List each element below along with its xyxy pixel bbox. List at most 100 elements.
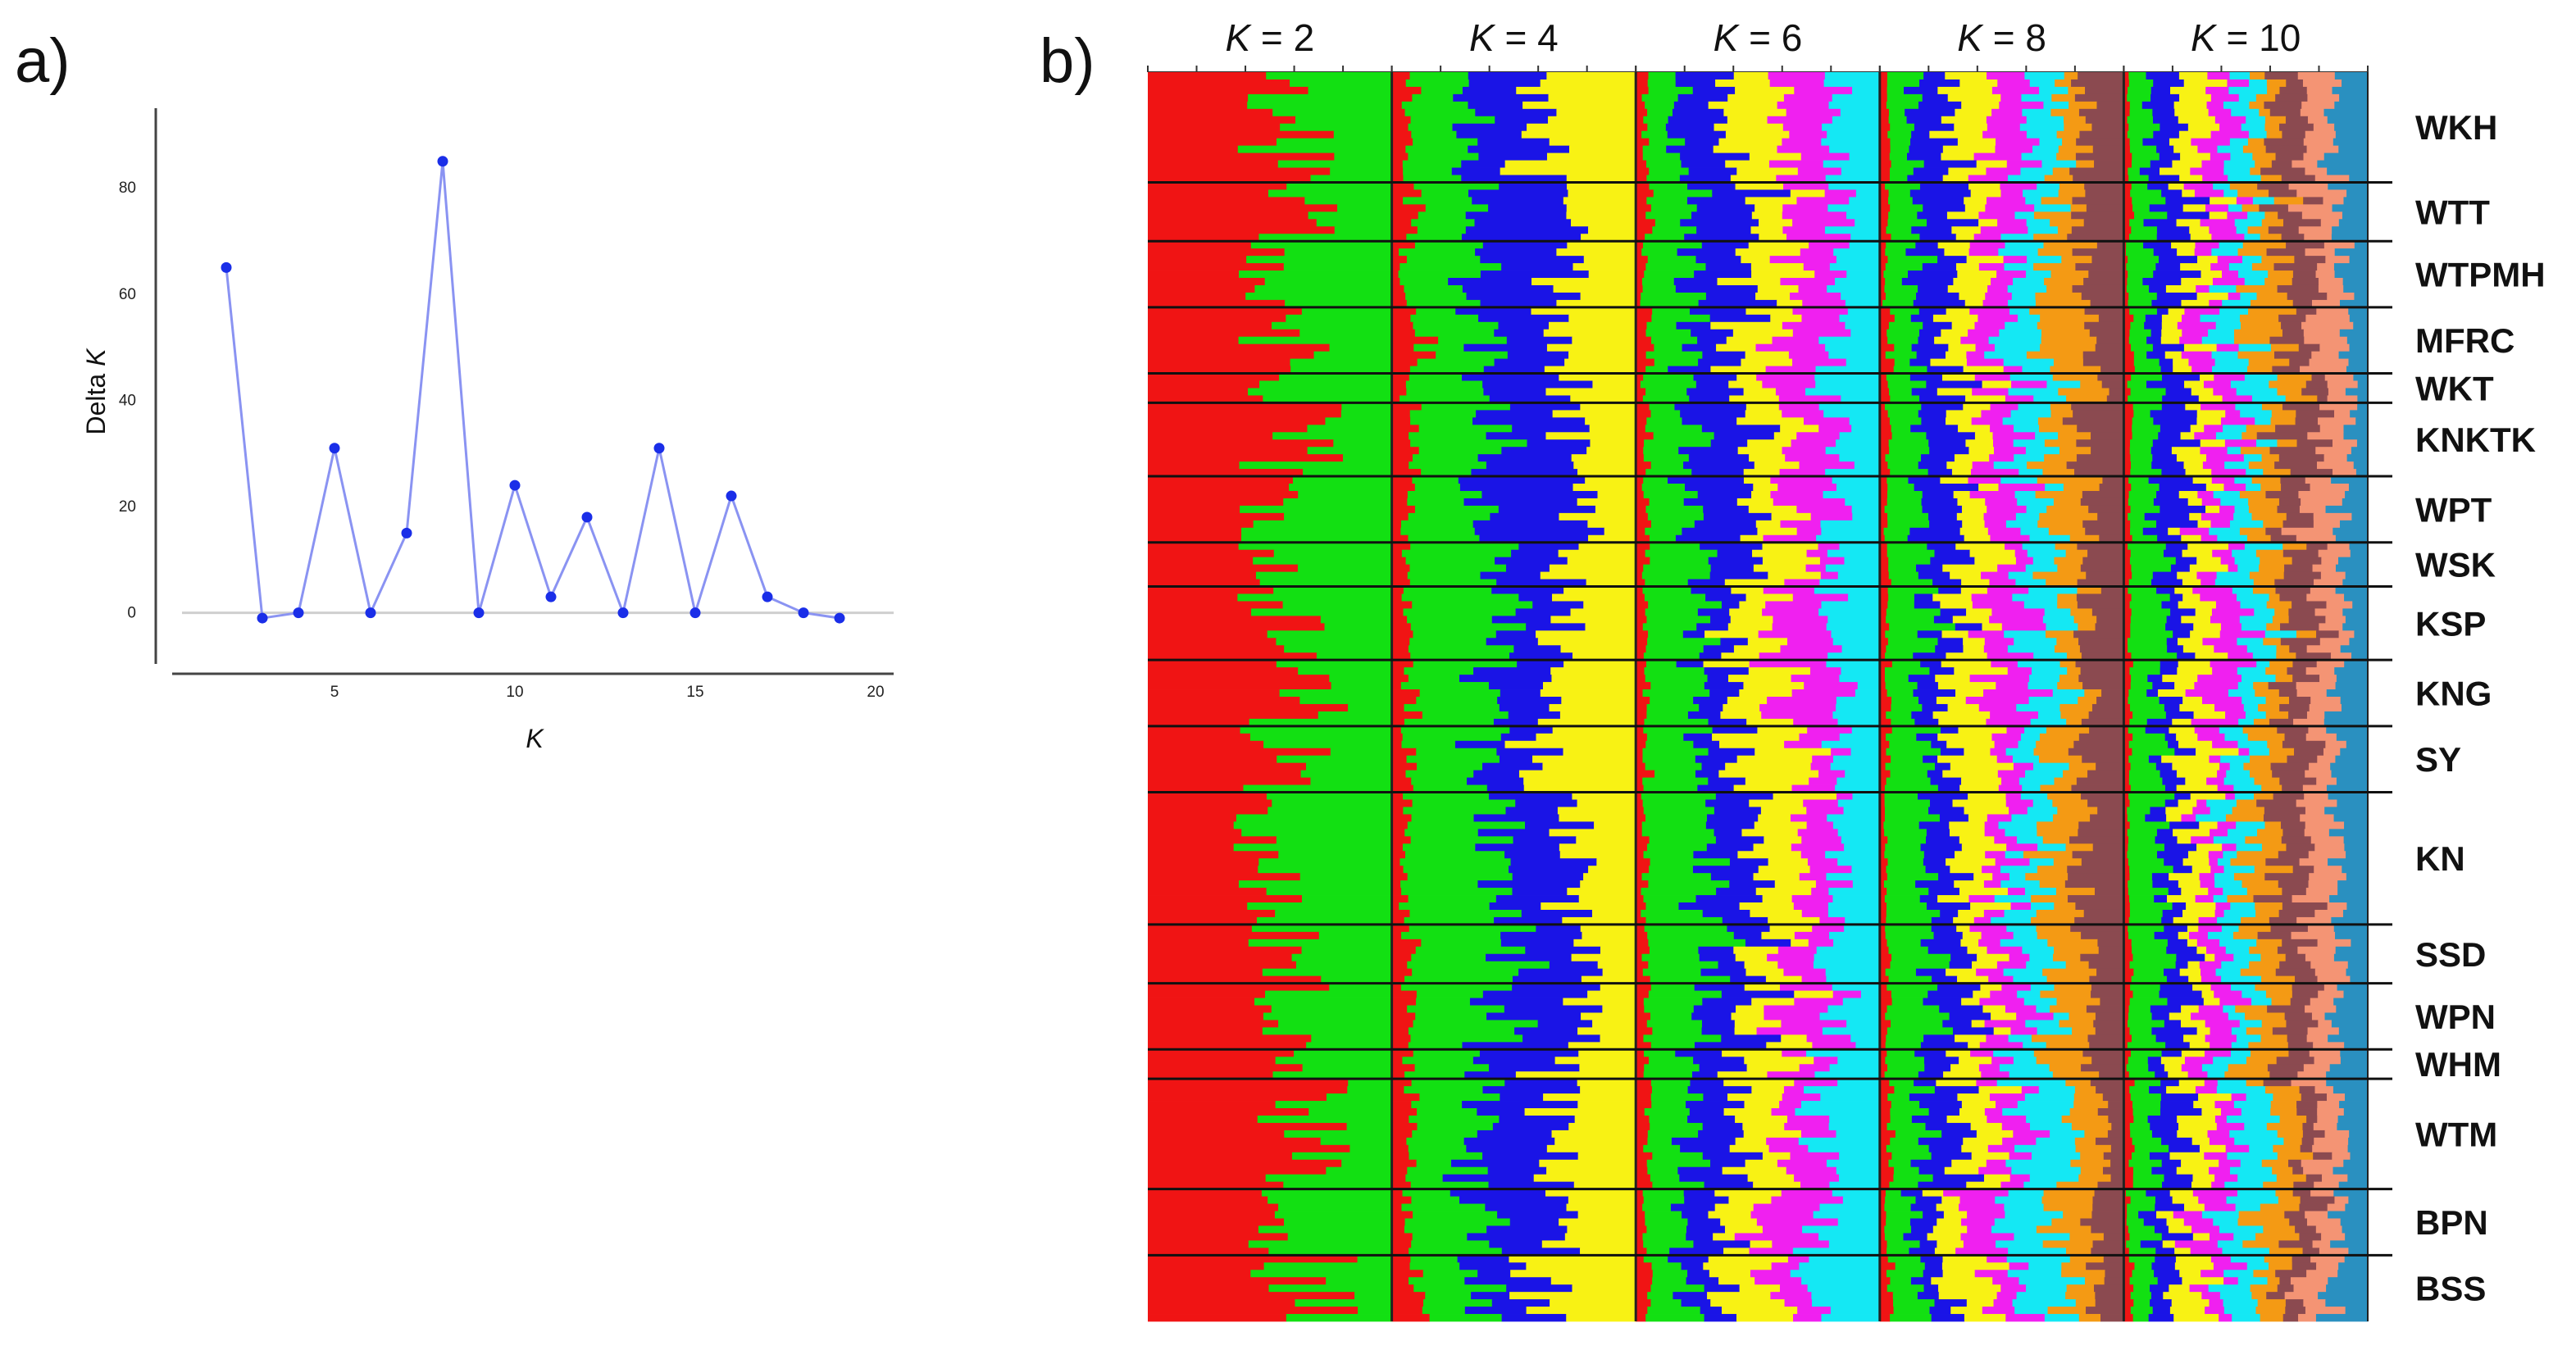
admixture-segment [2167, 998, 2205, 1006]
admixture-segment [1592, 380, 1636, 389]
admixture-segment [1652, 226, 1697, 234]
admixture-segment [2123, 652, 2132, 661]
admixture-segment [1886, 748, 1941, 757]
admixture-segment [2077, 425, 2124, 433]
admixture-segment [2188, 358, 2216, 366]
admixture-segment [2275, 675, 2293, 683]
admixture-segment [1996, 755, 2014, 764]
admixture-segment [2123, 86, 2128, 95]
admixture-segment [1890, 1277, 1912, 1285]
admixture-segment [1691, 586, 1732, 594]
admixture-segment [1391, 527, 1401, 536]
admixture-segment [2129, 1027, 2153, 1035]
admixture-segment [1326, 1166, 1393, 1175]
admixture-segment [1944, 1166, 1979, 1175]
admixture-segment [2164, 858, 2184, 866]
admixture-segment [1263, 1012, 1393, 1020]
admixture-segment [2251, 395, 2287, 403]
admixture-segment [1696, 204, 1755, 212]
admixture-segment [1701, 1027, 1736, 1035]
admixture-segment [1879, 454, 1886, 462]
admixture-segment [2146, 336, 2162, 345]
admixture-segment [1992, 432, 2036, 440]
admixture-segment [2130, 549, 2164, 558]
k-header-letter: K [1957, 16, 1984, 59]
admixture-segment [1844, 557, 1881, 566]
admixture-segment [1782, 1049, 1807, 1057]
admixture-segment [1837, 799, 1881, 807]
admixture-segment [1581, 234, 1636, 242]
admixture-segment [2096, 101, 2124, 110]
admixture-segment [2177, 248, 2196, 257]
admixture-segment [1841, 167, 1881, 175]
admixture-segment [1500, 733, 1537, 742]
admixture-segment [2123, 167, 2128, 175]
admixture-segment [2228, 204, 2243, 212]
admixture-segment [1884, 284, 1918, 293]
admixture-segment [2147, 1115, 2178, 1124]
admixture-segment [1745, 1159, 1778, 1168]
admixture-segment [1940, 476, 1969, 484]
admixture-segment [1879, 1012, 1886, 1020]
admixture-segment [1809, 866, 1853, 874]
k-header-separator: = [1495, 16, 1537, 59]
admixture-segment [1963, 366, 2005, 374]
admixture-segment [1923, 851, 1955, 859]
admixture-segment [1563, 660, 1636, 668]
admixture-segment [2128, 888, 2169, 896]
admixture-segment [1399, 902, 1491, 911]
admixture-segment [2277, 373, 2313, 381]
admixture-segment [1839, 675, 1881, 683]
admixture-segment [1806, 549, 1828, 558]
admixture-segment [1940, 748, 1964, 757]
admixture-segment [1517, 660, 1564, 668]
admixture-segment [1391, 299, 1408, 308]
admixture-segment [1966, 1181, 2002, 1190]
admixture-segment [2301, 388, 2329, 396]
admixture-segment [1391, 138, 1413, 147]
admixture-segment [2064, 116, 2087, 125]
admixture-segment [1733, 784, 1793, 793]
admixture-segment [1636, 336, 1652, 345]
admixture-segment [1438, 336, 1508, 345]
admixture-segment [1493, 718, 1539, 727]
admixture-segment [2169, 1144, 2201, 1153]
admixture-segment [2162, 909, 2183, 918]
admixture-segment [1410, 116, 1495, 125]
admixture-segment [1391, 703, 1405, 712]
admixture-segment [2078, 821, 2124, 830]
admixture-segment [2269, 1071, 2298, 1080]
admixture-segment [1650, 697, 1694, 705]
admixture-segment [2033, 748, 2069, 757]
admixture-segment [1148, 770, 1302, 779]
admixture-segment [2123, 939, 2132, 948]
admixture-segment [2292, 983, 2325, 991]
admixture-segment [1480, 299, 1558, 308]
admixture-segment [2248, 307, 2297, 316]
admixture-segment [1879, 343, 1895, 352]
admixture-segment [2303, 1064, 2331, 1072]
admixture-segment [1879, 843, 1886, 852]
admixture-segment [2102, 1093, 2124, 1102]
admixture-segment [1391, 1189, 1404, 1197]
admixture-segment [1833, 939, 1881, 948]
admixture-segment [2146, 72, 2180, 80]
admixture-segment [2209, 858, 2219, 866]
admixture-segment [2223, 484, 2246, 492]
admixture-segment [2128, 336, 2147, 345]
admixture-segment [2003, 366, 2023, 374]
admixture-segment [2323, 152, 2369, 161]
admixture-segment [1646, 733, 1684, 742]
admixture-segment [1989, 579, 2017, 587]
admixture-segment [1148, 843, 1235, 852]
admixture-segment [2129, 108, 2153, 117]
admixture-segment [2156, 234, 2191, 242]
admixture-segment [2053, 858, 2082, 866]
admixture-segment [2043, 101, 2069, 110]
admixture-segment [1636, 534, 1650, 543]
admixture-segment [2309, 358, 2350, 366]
admixture-segment [1251, 608, 1393, 616]
admixture-segment [2241, 256, 2263, 264]
admixture-segment [1937, 1218, 1962, 1226]
admixture-segment [1686, 1233, 1714, 1241]
